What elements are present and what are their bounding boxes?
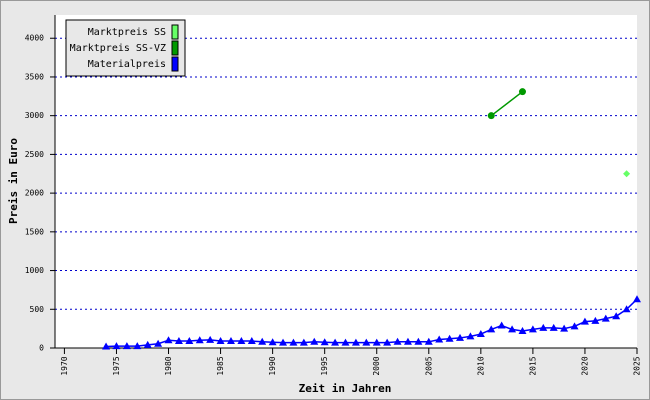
point	[268, 338, 277, 346]
legend-label: Marktpreis SS-VZ	[70, 43, 166, 54]
point	[299, 338, 308, 346]
point	[237, 337, 246, 345]
point	[133, 342, 142, 350]
x-axis-label: Zeit in Jahren	[299, 382, 392, 395]
point	[102, 342, 111, 350]
legend-swatch	[171, 40, 179, 56]
x-tick-label: 1970	[60, 356, 69, 375]
y-tick-label: 2000	[25, 189, 44, 198]
x-tick-label: 2010	[476, 356, 485, 375]
point	[570, 322, 579, 330]
x-tick-label: 2020	[580, 356, 589, 375]
point	[549, 323, 558, 331]
point	[331, 338, 340, 346]
x-tick-label: 1975	[112, 356, 121, 375]
point	[143, 340, 152, 348]
point	[612, 312, 621, 320]
point	[174, 337, 183, 345]
x-tick-label: 1980	[164, 356, 173, 375]
point	[414, 337, 423, 345]
x-tick-label: 2025	[633, 356, 642, 375]
point	[206, 335, 215, 343]
point	[383, 338, 392, 346]
point	[633, 295, 641, 303]
point	[310, 337, 319, 345]
legend-box	[65, 19, 186, 77]
point	[539, 323, 548, 331]
point	[112, 342, 121, 350]
point	[122, 342, 131, 350]
point	[226, 337, 235, 345]
point	[279, 338, 288, 346]
point	[185, 337, 194, 345]
point	[216, 337, 225, 345]
x-tick-label: 1985	[216, 356, 225, 375]
point	[560, 324, 569, 332]
x-tick-label: 1990	[268, 356, 277, 375]
y-tick-label: 2500	[25, 150, 44, 159]
point	[591, 316, 600, 324]
point	[518, 326, 527, 334]
y-axis-label: Preis in Euro	[7, 138, 20, 224]
y-tick-label: 0	[39, 344, 44, 353]
point	[580, 317, 589, 325]
y-tick-label: 1000	[25, 266, 44, 275]
point	[528, 325, 537, 333]
point	[435, 335, 444, 343]
y-tick-label: 1500	[25, 227, 44, 236]
x-tick-label: 2005	[424, 356, 433, 375]
point	[154, 339, 163, 347]
point	[195, 336, 204, 344]
legend-swatch	[171, 56, 179, 72]
point	[622, 305, 631, 313]
point	[518, 88, 526, 96]
point	[362, 338, 371, 346]
point	[466, 332, 475, 340]
legend-swatch	[171, 24, 179, 40]
point	[508, 325, 517, 333]
legend-label: Marktpreis SS	[88, 27, 166, 38]
point	[476, 330, 485, 338]
y-tick-label: 4000	[25, 34, 44, 43]
point	[623, 170, 631, 178]
point	[487, 112, 495, 120]
point	[487, 325, 496, 333]
point	[372, 338, 381, 346]
point	[164, 336, 173, 344]
point	[424, 337, 433, 345]
x-tick-label: 2000	[372, 356, 381, 375]
point	[601, 314, 610, 322]
point	[247, 337, 256, 345]
y-tick-label: 500	[30, 305, 45, 314]
legend-label: Materialpreis	[88, 59, 166, 70]
series-line	[490, 91, 523, 117]
point	[445, 334, 454, 342]
y-tick-label: 3500	[25, 72, 44, 81]
series-line	[106, 298, 638, 348]
y-tick-label: 3000	[25, 111, 44, 120]
point	[258, 337, 267, 345]
point	[320, 338, 329, 346]
point	[497, 321, 506, 329]
point	[289, 338, 298, 346]
point	[393, 337, 402, 345]
point	[341, 338, 350, 346]
point	[351, 338, 360, 346]
x-tick-label: 1995	[320, 356, 329, 375]
x-tick-label: 2015	[528, 356, 537, 375]
point	[403, 337, 412, 345]
point	[456, 333, 465, 341]
